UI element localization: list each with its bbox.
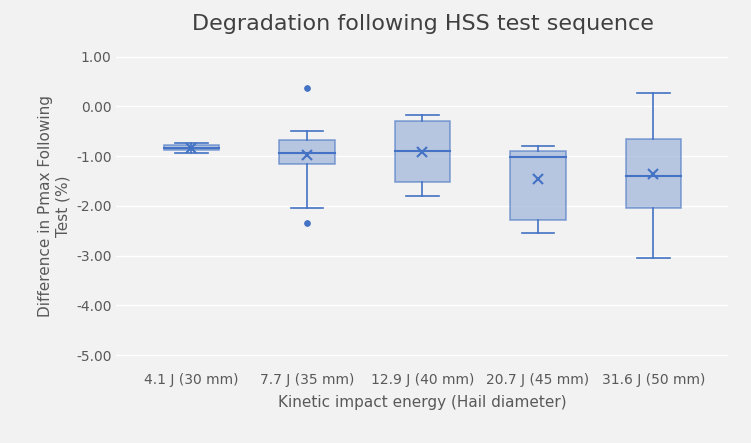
Bar [164, 145, 219, 150]
Bar [626, 139, 681, 209]
Bar [395, 121, 450, 182]
Title: Degradation following HSS test sequence: Degradation following HSS test sequence [192, 15, 653, 35]
Bar [279, 140, 335, 164]
X-axis label: Kinetic impact energy (Hail diameter): Kinetic impact energy (Hail diameter) [278, 395, 567, 410]
Y-axis label: Difference in Pmax Following
Test (%): Difference in Pmax Following Test (%) [38, 95, 71, 317]
Bar [510, 151, 566, 220]
